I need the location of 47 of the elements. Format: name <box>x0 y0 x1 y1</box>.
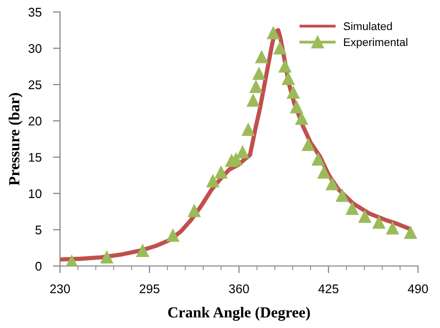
x-tick-label: 360 <box>229 284 249 294</box>
x-tick-label: 425 <box>318 284 338 294</box>
point <box>336 189 349 202</box>
y-tick-label: 20 <box>28 116 42 126</box>
point <box>318 166 330 179</box>
point <box>290 100 303 114</box>
point <box>372 216 386 229</box>
x-axis-title: Crank Angle (Degree) <box>168 306 310 321</box>
point <box>386 222 399 235</box>
point <box>252 67 266 80</box>
point <box>214 166 228 179</box>
y-axis-title: Pressure (bar) <box>8 93 22 186</box>
y-tick-label: 15 <box>28 153 42 162</box>
point <box>136 244 149 258</box>
point <box>250 80 262 93</box>
point <box>287 86 300 99</box>
point <box>274 42 286 55</box>
point <box>312 153 324 166</box>
point <box>236 146 249 158</box>
y-tick-label: 30 <box>28 44 42 53</box>
point <box>295 112 308 125</box>
point <box>246 94 260 107</box>
x-tick-label: 230 <box>50 284 70 294</box>
legend-label: Experimental <box>344 38 408 48</box>
x-tick-label: 490 <box>408 284 428 294</box>
point <box>188 204 200 218</box>
point <box>302 138 315 152</box>
point <box>346 202 358 215</box>
point <box>100 251 114 264</box>
point <box>267 26 280 40</box>
x-tick-label: 295 <box>140 284 160 294</box>
y-tick-label: 5 <box>35 226 42 234</box>
point <box>282 72 295 86</box>
point <box>404 226 417 239</box>
y-tick-label: 35 <box>28 8 42 17</box>
point <box>278 60 292 73</box>
y-tick-label: 10 <box>28 189 42 198</box>
point <box>255 50 268 64</box>
point <box>242 123 254 136</box>
point <box>358 210 372 223</box>
y-tick-label: 25 <box>28 80 42 90</box>
point <box>206 174 220 188</box>
legend-label: Simulated <box>344 22 392 30</box>
point <box>166 229 180 242</box>
point <box>326 178 338 190</box>
y-tick-label: 0 <box>35 262 42 271</box>
point <box>65 255 78 266</box>
